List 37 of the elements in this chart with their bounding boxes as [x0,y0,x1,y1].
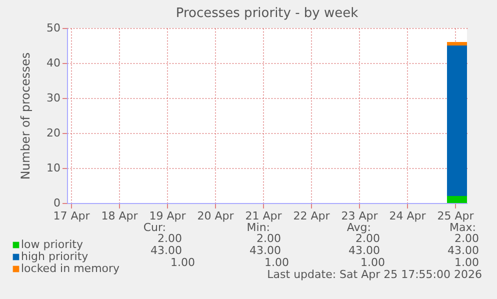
text: 1.00 [360,256,385,269]
x-tick-label: 20 Apr [197,210,234,222]
x-tick-label: 24 Apr [389,210,426,222]
text: 2.00 [256,232,281,245]
y-tick-label: 30 [46,92,60,104]
x-tick-label: 25 Apr [437,210,474,222]
text: Avg: [346,221,371,234]
text: 43.00 [250,244,281,257]
legend-label: low priority [21,238,84,251]
text: Min: [246,221,270,234]
text: 2.00 [158,232,182,245]
legend-label: high priority [21,250,89,263]
text: 1.00 [264,256,289,269]
y-tick-label: 20 [46,126,60,140]
x-tick-label: 21 Apr [245,210,282,222]
text: 43.00 [348,244,380,257]
text: 1.00 [170,256,195,269]
x-tick-label: 22 Apr [293,210,330,222]
y-tick-label: 40 [46,56,60,70]
x-tick-label: 23 Apr [341,210,378,222]
x-tick-label: 19 Apr [149,210,186,222]
text: Cur: [143,221,166,234]
y-axis-title: Number of processes [18,52,33,180]
text: 2.00 [454,232,479,245]
text: Max: [450,221,476,234]
x-tick-label: 18 Apr [101,210,138,222]
x-tick-label: 17 Apr [53,210,90,222]
y-tick-label: 10 [46,162,60,174]
y-tick-label: 0 [54,196,60,210]
chart-title: Processes priority - by week [176,6,359,21]
y-tick-label: 50 [46,22,60,34]
text: Last update: Sat Apr 25 17:55:00 2026 [267,268,482,281]
text: 43.00 [150,244,182,257]
text: 1.00 [454,256,479,269]
text: 43.00 [448,244,479,257]
legend-label: locked in memory [21,262,120,275]
text: 2.00 [356,232,380,245]
